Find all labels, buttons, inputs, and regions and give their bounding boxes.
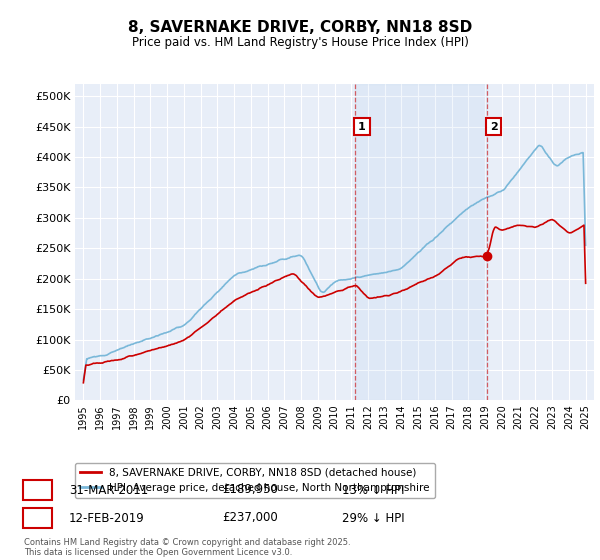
Text: £189,950: £189,950: [222, 483, 278, 497]
Text: Price paid vs. HM Land Registry's House Price Index (HPI): Price paid vs. HM Land Registry's House …: [131, 36, 469, 49]
Bar: [355, 84, 487, 400]
Text: 12-FEB-2019: 12-FEB-2019: [69, 511, 145, 525]
Text: 2: 2: [490, 122, 497, 132]
Text: 29% ↓ HPI: 29% ↓ HPI: [342, 511, 404, 525]
Text: 1: 1: [358, 122, 365, 132]
Text: 31-MAR-2011: 31-MAR-2011: [69, 483, 148, 497]
Legend: 8, SAVERNAKE DRIVE, CORBY, NN18 8SD (detached house), HPI: Average price, detach: 8, SAVERNAKE DRIVE, CORBY, NN18 8SD (det…: [75, 463, 435, 498]
Text: 13% ↓ HPI: 13% ↓ HPI: [342, 483, 404, 497]
Text: 8, SAVERNAKE DRIVE, CORBY, NN18 8SD: 8, SAVERNAKE DRIVE, CORBY, NN18 8SD: [128, 20, 472, 35]
Text: 1: 1: [34, 483, 41, 497]
Text: 2: 2: [34, 511, 41, 525]
Text: Contains HM Land Registry data © Crown copyright and database right 2025.
This d: Contains HM Land Registry data © Crown c…: [24, 538, 350, 557]
Text: £237,000: £237,000: [222, 511, 278, 525]
